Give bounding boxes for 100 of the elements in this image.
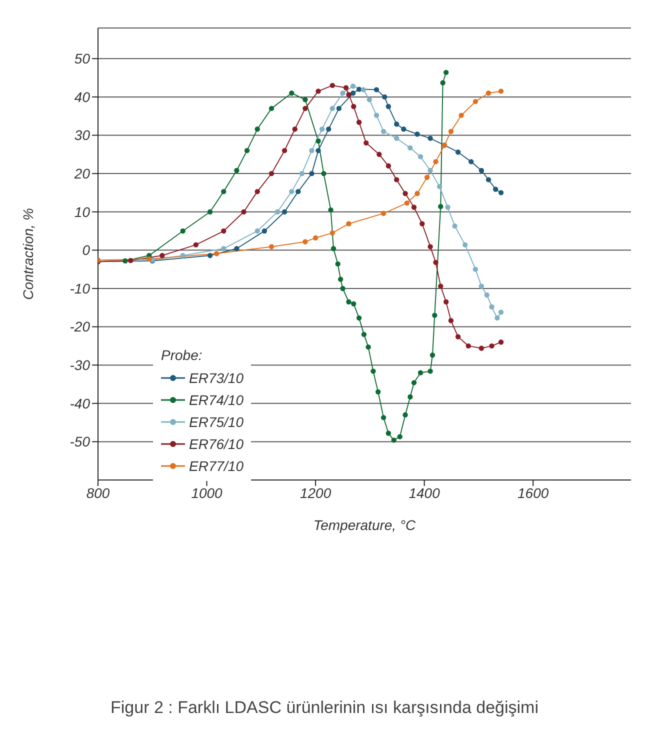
point (296, 188, 301, 194)
point (292, 126, 298, 132)
point (350, 84, 356, 89)
point (340, 286, 346, 292)
point (401, 126, 406, 132)
point (180, 228, 186, 234)
point (478, 168, 484, 174)
point (274, 209, 280, 214)
point (340, 90, 346, 96)
y-tick-label: 40 (74, 88, 90, 105)
point (193, 242, 198, 248)
point (448, 128, 454, 134)
y-tick-label: -50 (70, 434, 90, 450)
point (455, 334, 461, 340)
point (312, 235, 318, 241)
point (424, 174, 430, 180)
point (486, 90, 492, 96)
y-tick-label: -30 (70, 357, 90, 374)
point (316, 88, 321, 94)
y-axis-title: Contraction, % (20, 208, 36, 300)
y-tick-label: -40 (70, 395, 90, 412)
point (160, 252, 165, 258)
point (468, 159, 474, 164)
point (351, 104, 356, 110)
point (299, 170, 305, 176)
point (408, 145, 413, 150)
point (234, 246, 240, 252)
point (244, 148, 250, 154)
legend-label: ER74/10 (189, 392, 244, 408)
point (380, 210, 386, 216)
point (180, 252, 186, 258)
point (498, 190, 504, 196)
point (472, 98, 478, 104)
point (262, 228, 268, 234)
point (356, 315, 362, 321)
point (319, 126, 325, 132)
point (402, 190, 408, 196)
point (433, 159, 438, 164)
point (404, 200, 410, 206)
point (494, 315, 500, 321)
point (498, 310, 504, 315)
point (430, 352, 436, 358)
point (268, 244, 274, 250)
point (328, 207, 334, 213)
point (241, 209, 246, 214)
point (489, 343, 494, 349)
point (386, 104, 392, 110)
point (316, 138, 321, 144)
point (282, 148, 288, 154)
legend-label: ER76/10 (189, 436, 244, 452)
point (394, 136, 400, 141)
point (376, 152, 382, 158)
point (462, 242, 468, 248)
point (443, 70, 449, 76)
x-axis-title: Temperature, °C (313, 517, 417, 533)
point (254, 188, 260, 194)
point (346, 299, 352, 304)
point (330, 230, 336, 236)
legend-label: ER73/10 (189, 370, 244, 386)
point (302, 239, 308, 244)
point (432, 312, 438, 318)
point (478, 346, 484, 351)
point (408, 394, 413, 400)
point (443, 299, 449, 304)
point (386, 430, 392, 436)
point (302, 97, 308, 102)
point (436, 184, 442, 190)
point (346, 92, 352, 98)
point (380, 128, 386, 134)
point (289, 188, 294, 194)
point (221, 246, 226, 252)
legend-label: ER75/10 (189, 414, 244, 430)
point (282, 209, 288, 214)
point (335, 261, 340, 267)
point (438, 204, 444, 210)
point (375, 389, 381, 394)
point (433, 260, 438, 266)
point (472, 266, 478, 272)
point (466, 343, 471, 349)
point (330, 106, 336, 112)
point (391, 438, 396, 443)
point (343, 85, 349, 90)
legend-title: Probe: (161, 347, 204, 363)
y-tick-label: -20 (70, 318, 90, 335)
point (207, 209, 213, 214)
point (382, 94, 388, 100)
point (411, 204, 417, 210)
point (420, 221, 425, 226)
point (394, 177, 400, 182)
point (414, 132, 420, 137)
point (397, 434, 402, 440)
x-tick-label: 1200 (300, 484, 332, 501)
point (350, 90, 356, 96)
y-tick-label: -10 (70, 280, 90, 296)
point (492, 186, 498, 192)
point (418, 370, 424, 376)
point (374, 112, 380, 118)
point (361, 332, 367, 338)
point (428, 368, 433, 374)
point (428, 136, 433, 141)
